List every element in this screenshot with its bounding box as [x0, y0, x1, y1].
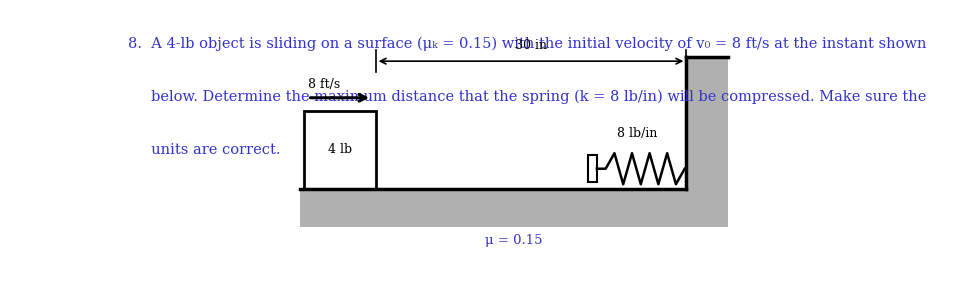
Bar: [304, 111, 376, 189]
Text: 30 in: 30 in: [515, 39, 547, 52]
Text: μ = 0.15: μ = 0.15: [486, 234, 542, 247]
Text: 8 ft/s: 8 ft/s: [308, 78, 340, 91]
Bar: [588, 156, 597, 182]
Text: 4 lb: 4 lb: [327, 143, 352, 156]
Text: 8 lb/in: 8 lb/in: [616, 127, 658, 140]
Text: 8.  A 4-lb object is sliding on a surface (μₖ = 0.15) with the initial velocity : 8. A 4-lb object is sliding on a surface…: [128, 37, 926, 51]
Text: below. Determine the maximum distance that the spring (k = 8 lb/in) will be comp: below. Determine the maximum distance th…: [128, 90, 926, 104]
Bar: [686, 57, 728, 228]
Text: units are correct.: units are correct.: [128, 143, 280, 157]
Bar: [300, 189, 728, 228]
